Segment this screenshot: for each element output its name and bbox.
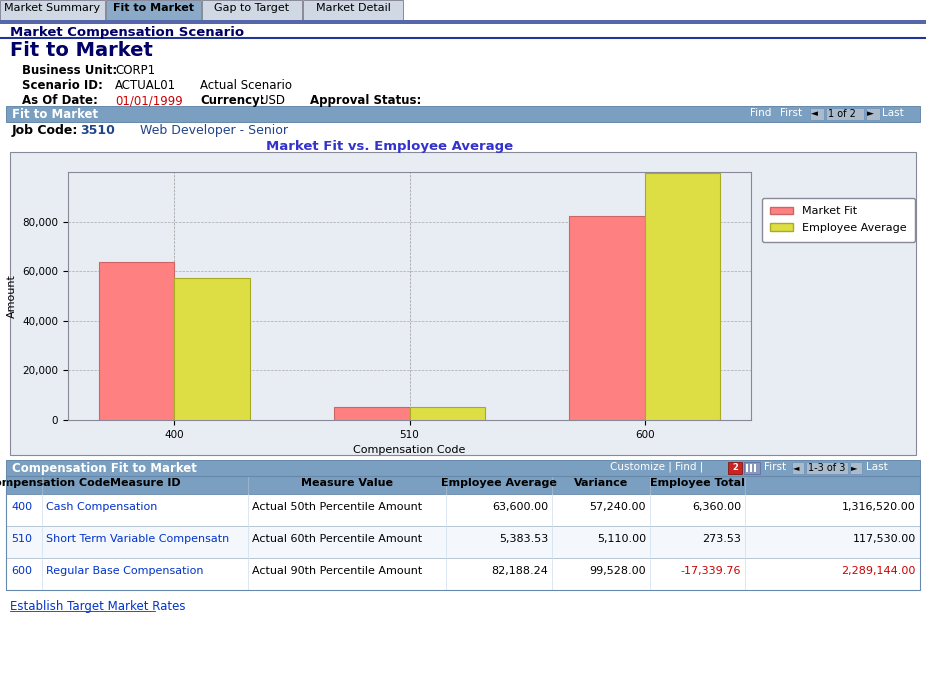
Text: Cash Compensation: Cash Compensation [46,502,157,512]
Bar [174,278,250,420]
Text: ►: ► [867,109,874,118]
Text: Measure Value: Measure Value [301,478,393,488]
Text: Scenario ID:: Scenario ID: [22,79,103,92]
Text: First: First [780,108,802,118]
Bar [303,0,403,20]
Text: Currency:: Currency: [200,94,265,107]
Bar [6,558,920,590]
Text: Regular Base Compensation: Regular Base Compensation [46,566,204,576]
Text: Last: Last [882,108,904,118]
Bar [826,108,864,120]
Text: USD: USD [260,94,285,107]
Text: Approval Status:: Approval Status: [310,94,421,107]
Bar [202,0,302,20]
Text: Actual 50th Percentile Amount: Actual 50th Percentile Amount [252,502,422,512]
Bar [6,494,920,526]
Bar [806,462,848,474]
Text: 117,530.00: 117,530.00 [853,534,916,544]
Text: 01/01/1999: 01/01/1999 [115,94,182,107]
Text: Market Compensation Scenario: Market Compensation Scenario [10,26,244,39]
Text: ►: ► [851,463,857,472]
Bar [6,460,920,476]
Text: CORP1: CORP1 [115,64,156,77]
Text: Market Summary: Market Summary [5,3,101,13]
Text: 2,289,144.00: 2,289,144.00 [842,566,916,576]
Text: 400: 400 [11,502,32,512]
Bar [6,476,920,590]
Text: 6,360.00: 6,360.00 [692,502,741,512]
Text: Fit to Market: Fit to Market [113,3,194,13]
Bar [6,476,920,494]
Text: 5,383.53: 5,383.53 [499,534,548,544]
Bar [6,526,920,558]
Bar [6,106,920,122]
Bar [728,462,742,474]
Text: 82,188.24: 82,188.24 [491,566,548,576]
Text: Establish Target Market Rates: Establish Target Market Rates [10,600,185,613]
Text: Market Detail: Market Detail [316,3,391,13]
Text: Web Developer - Senior: Web Developer - Senior [140,124,288,137]
Bar [744,462,760,474]
Text: Actual 90th Percentile Amount: Actual 90th Percentile Amount [252,566,422,576]
Legend: Market Fit, Employee Average: Market Fit, Employee Average [761,198,915,242]
Text: Last: Last [866,462,888,472]
Text: Business Unit:: Business Unit: [22,64,118,77]
Text: 1 of 2: 1 of 2 [828,109,856,119]
Bar [792,462,804,474]
Bar [644,173,720,420]
Bar [866,108,880,120]
Bar [750,464,752,472]
Text: Variance: Variance [574,478,628,488]
Text: Employee Total: Employee Total [649,478,745,488]
Text: 273.53: 273.53 [702,534,741,544]
Text: Market Fit vs. Employee Average: Market Fit vs. Employee Average [267,140,514,153]
Text: ◄: ◄ [811,109,818,118]
Bar [99,262,174,420]
Bar [10,152,916,455]
Text: 600: 600 [11,566,32,576]
Bar [0,0,105,20]
X-axis label: Compensation Code: Compensation Code [354,446,466,455]
Text: First: First [764,462,786,472]
Text: 3510: 3510 [80,124,115,137]
Bar [569,216,644,420]
Text: Fit to Market: Fit to Market [10,41,153,60]
Text: Short Term Variable Compensatn: Short Term Variable Compensatn [46,534,230,544]
Text: 63,600.00: 63,600.00 [492,502,548,512]
Text: ACTUAL01: ACTUAL01 [115,79,176,92]
Text: Actual 60th Percentile Amount: Actual 60th Percentile Amount [252,534,422,544]
Bar [334,406,409,420]
Text: Compensation Code: Compensation Code [0,478,110,488]
Text: 510: 510 [11,534,32,544]
Bar [106,0,201,20]
Text: Employee Average: Employee Average [441,478,557,488]
Text: Actual Scenario: Actual Scenario [200,79,292,92]
Text: Customize | Find |: Customize | Find | [610,462,704,472]
Text: As Of Date:: As Of Date: [22,94,98,107]
Text: Compensation Fit to Market: Compensation Fit to Market [12,462,197,475]
Bar [850,462,862,474]
Bar [746,464,748,472]
Y-axis label: Amount: Amount [6,274,17,318]
Bar [409,407,485,420]
Text: Fit to Market: Fit to Market [12,108,98,121]
Text: 99,528.00: 99,528.00 [589,566,646,576]
Bar [0,20,926,24]
Text: Gap to Target: Gap to Target [215,3,290,13]
Text: 5,110.00: 5,110.00 [597,534,646,544]
Text: 1-3 of 3: 1-3 of 3 [808,463,845,473]
Bar [810,108,824,120]
Bar [754,464,756,472]
Text: 2: 2 [732,463,738,472]
Text: ◄: ◄ [793,463,799,472]
Text: 57,240.00: 57,240.00 [590,502,646,512]
Text: Measure ID: Measure ID [109,478,181,488]
Text: Find: Find [750,108,771,118]
Text: 1,316,520.00: 1,316,520.00 [843,502,916,512]
Text: Job Code:: Job Code: [12,124,79,137]
Text: -17,339.76: -17,339.76 [681,566,741,576]
